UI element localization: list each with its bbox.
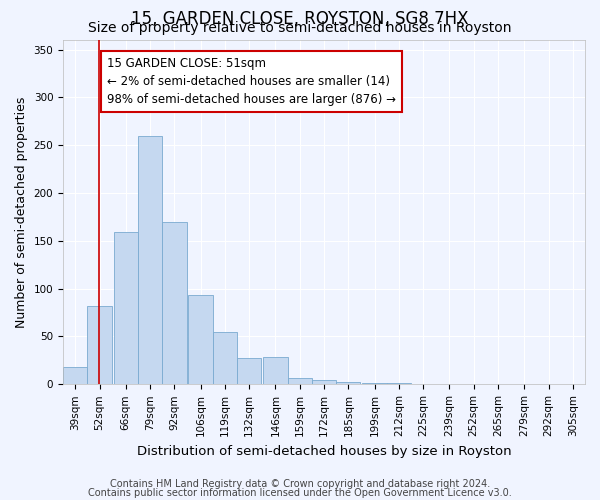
Text: 15, GARDEN CLOSE, ROYSTON, SG8 7HX: 15, GARDEN CLOSE, ROYSTON, SG8 7HX [131, 10, 469, 28]
Bar [263, 356, 287, 384]
Bar [287, 378, 312, 384]
Text: Contains HM Land Registry data © Crown copyright and database right 2024.: Contains HM Land Registry data © Crown c… [110, 479, 490, 489]
Bar [63, 367, 88, 384]
Bar [88, 306, 112, 384]
Bar [212, 332, 237, 384]
Text: 15 GARDEN CLOSE: 51sqm
← 2% of semi-detached houses are smaller (14)
98% of semi: 15 GARDEN CLOSE: 51sqm ← 2% of semi-deta… [107, 57, 396, 106]
Bar [138, 136, 162, 384]
Bar [336, 382, 361, 384]
Y-axis label: Number of semi-detached properties: Number of semi-detached properties [15, 96, 28, 328]
Bar [188, 296, 212, 384]
Bar [113, 232, 138, 384]
Bar [312, 380, 336, 384]
Text: Size of property relative to semi-detached houses in Royston: Size of property relative to semi-detach… [88, 21, 512, 35]
X-axis label: Distribution of semi-detached houses by size in Royston: Distribution of semi-detached houses by … [137, 444, 511, 458]
Bar [237, 358, 262, 384]
Text: Contains public sector information licensed under the Open Government Licence v3: Contains public sector information licen… [88, 488, 512, 498]
Bar [162, 222, 187, 384]
